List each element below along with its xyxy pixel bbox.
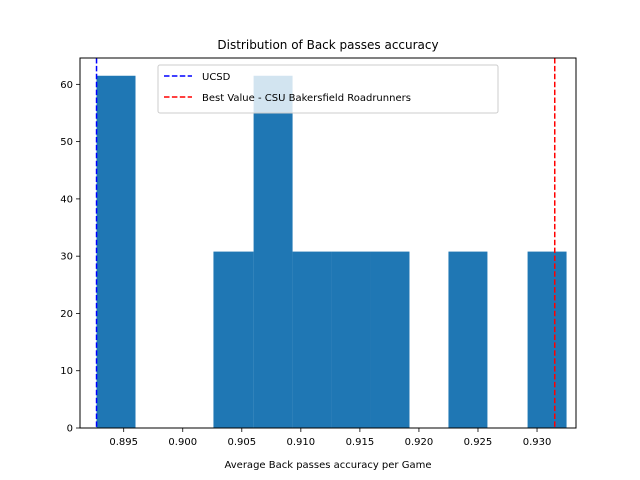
x-tick-label-7: 0.930 bbox=[523, 437, 552, 448]
legend: UCSD Best Value - CSU Bakersfield Roadrun… bbox=[157, 64, 499, 114]
legend-label-0: UCSD bbox=[202, 72, 231, 83]
x-axis-ticks: 0.895 0.900 0.905 0.910 0.915 0.920 0.925 0.930 bbox=[109, 428, 551, 448]
legend-box bbox=[157, 64, 499, 114]
y-tick-label-3: 30 bbox=[60, 252, 73, 263]
chart-title: Distribution of Back passes accuracy bbox=[217, 38, 438, 52]
histogram-bar-9 bbox=[448, 251, 488, 428]
x-tick-label-1: 0.900 bbox=[168, 437, 197, 448]
histogram-bar-5 bbox=[292, 251, 332, 428]
histogram-bar-11 bbox=[527, 251, 567, 428]
x-axis-label: Average Back passes accuracy per Game bbox=[225, 460, 432, 471]
histogram-bar-7 bbox=[370, 251, 410, 428]
x-tick-label-0: 0.895 bbox=[109, 437, 138, 448]
bars-layer bbox=[96, 75, 567, 428]
x-tick-label-4: 0.915 bbox=[346, 437, 375, 448]
plot-frame bbox=[79, 57, 577, 429]
histogram-bar-4 bbox=[253, 75, 293, 428]
y-axis-ticks: 0 10 20 30 40 50 60 bbox=[60, 80, 80, 435]
x-tick-label-2: 0.905 bbox=[227, 437, 256, 448]
reference-lines-layer bbox=[95, 58, 556, 428]
x-tick-label-3: 0.910 bbox=[287, 437, 316, 448]
histogram-bar-6 bbox=[331, 251, 371, 428]
histogram-bar-3 bbox=[213, 251, 254, 428]
y-tick-label-6: 60 bbox=[60, 80, 73, 91]
y-tick-label-0: 0 bbox=[67, 424, 73, 435]
histogram-bar-0 bbox=[96, 75, 136, 428]
y-tick-label-4: 40 bbox=[60, 194, 73, 205]
y-tick-label-5: 50 bbox=[60, 137, 73, 148]
y-tick-label-2: 20 bbox=[60, 309, 73, 320]
legend-label-1: Best Value - CSU Bakersfield Roadrunners bbox=[202, 93, 411, 104]
x-tick-label-5: 0.920 bbox=[405, 437, 434, 448]
y-tick-label-1: 10 bbox=[60, 366, 73, 377]
x-tick-label-6: 0.925 bbox=[464, 437, 493, 448]
